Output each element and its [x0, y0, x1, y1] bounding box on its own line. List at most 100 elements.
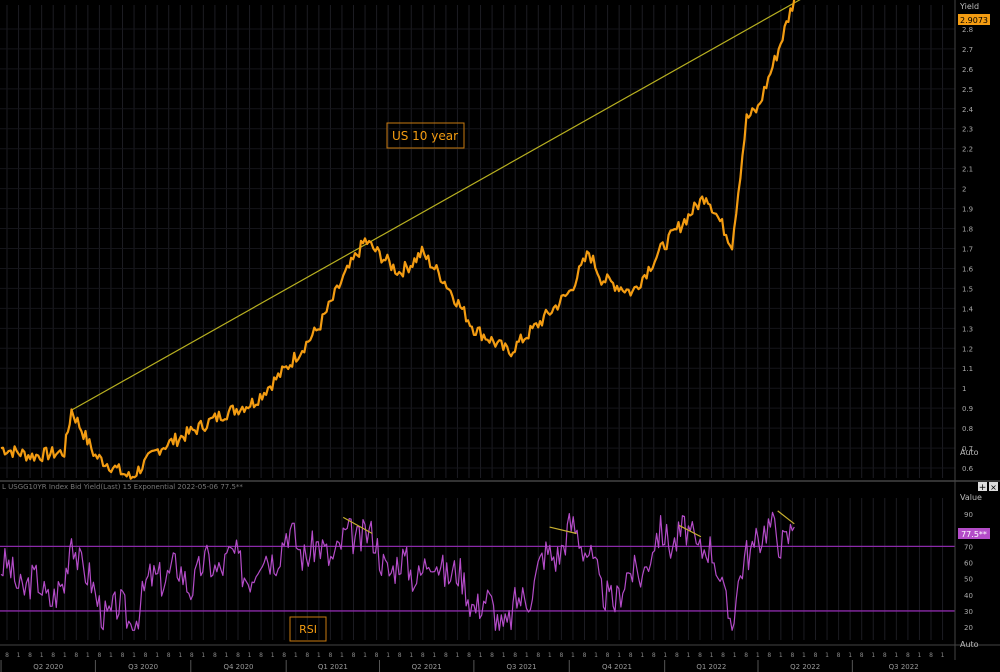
rsi-last-value: 77.5**	[961, 530, 987, 539]
x-day-tick: 8	[259, 652, 263, 659]
x-day-tick: 8	[213, 652, 217, 659]
x-day-tick: 8	[929, 652, 933, 659]
x-day-tick: 8	[5, 652, 9, 659]
price-last-value: 2.9073	[960, 16, 988, 25]
x-day-tick: 1	[756, 652, 760, 659]
x-day-tick: 8	[814, 652, 818, 659]
x-day-tick: 1	[502, 652, 506, 659]
price-y-tick: 1.1	[962, 365, 973, 373]
x-day-tick: 8	[490, 652, 494, 659]
x-day-tick: 1	[894, 652, 898, 659]
x-day-tick: 8	[606, 652, 610, 659]
x-day-tick: 1	[640, 652, 644, 659]
rsi-annotation-box: RSI	[289, 616, 327, 642]
price-y-tick: 2.7	[962, 46, 973, 54]
rsi-end-label: Auto	[960, 640, 979, 649]
rsi-divergence-mark	[678, 524, 702, 538]
x-day-tick: 1	[548, 652, 552, 659]
x-day-tick: 8	[74, 652, 78, 659]
x-day-tick: 1	[63, 652, 67, 659]
x-day-tick: 1	[663, 652, 667, 659]
x-day-tick: 1	[86, 652, 90, 659]
x-quarter-label: Q2 2021	[412, 663, 442, 671]
x-day-tick: 8	[883, 652, 887, 659]
x-day-tick: 8	[652, 652, 656, 659]
x-quarter-label: Q3 2020	[128, 663, 158, 671]
x-quarter-label: Q2 2022	[790, 663, 820, 671]
price-y-tick: 1.8	[962, 226, 973, 234]
x-quarter-label: Q3 2021	[507, 663, 537, 671]
price-y-tick: 2.5	[962, 86, 973, 94]
price-y-tick: 2	[962, 186, 966, 194]
x-day-tick: 1	[456, 652, 460, 659]
x-day-tick: 8	[305, 652, 309, 659]
panel-toolbar[interactable]: + ×	[978, 482, 998, 493]
price-y-tick: 1.7	[962, 245, 973, 253]
x-day-tick: 8	[51, 652, 55, 659]
x-day-tick: 1	[340, 652, 344, 659]
x-day-tick: 1	[201, 652, 205, 659]
x-day-tick: 8	[536, 652, 540, 659]
x-day-tick: 8	[352, 652, 356, 659]
rsi-divergence-mark	[342, 516, 373, 535]
x-day-tick: 8	[790, 652, 794, 659]
price-y-tick: 2.6	[962, 66, 974, 74]
price-series-line	[0, 0, 796, 480]
x-day-tick: 1	[17, 652, 21, 659]
x-day-tick: 1	[40, 652, 44, 659]
x-day-tick: 1	[871, 652, 875, 659]
price-panel	[0, 0, 801, 480]
x-day-tick: 8	[167, 652, 171, 659]
price-y-tick: 2.3	[962, 126, 973, 134]
price-annotation-text: US 10 year	[392, 129, 458, 143]
price-y-tick: 2.1	[962, 166, 973, 174]
x-day-tick: 1	[432, 652, 436, 659]
x-day-tick: 8	[744, 652, 748, 659]
x-day-tick: 1	[386, 652, 390, 659]
x-day-tick: 8	[583, 652, 587, 659]
x-day-tick: 8	[467, 652, 471, 659]
x-day-tick: 1	[594, 652, 598, 659]
x-quarter-label: Q4 2021	[602, 663, 632, 671]
plus-icon: +	[979, 483, 987, 493]
x-quarter-label: Q4 2020	[223, 663, 253, 671]
zoom-in-button[interactable]	[978, 482, 987, 491]
x-day-tick: 8	[375, 652, 379, 659]
x-day-tick: 1	[363, 652, 367, 659]
x-day-tick: 1	[941, 652, 945, 659]
x-day-tick: 1	[802, 652, 806, 659]
x-day-tick: 1	[779, 652, 783, 659]
x-quarter-label: Q3 2022	[889, 663, 919, 671]
rsi-legend: L USGG10YR Index Bid Yield(Last) 15 Expo…	[2, 483, 243, 491]
x-day-tick: 8	[721, 652, 725, 659]
x-day-tick: 8	[629, 652, 633, 659]
x-day-tick: 8	[860, 652, 864, 659]
x-day-tick: 1	[109, 652, 113, 659]
x-day-tick: 8	[837, 652, 841, 659]
x-quarter-label: Q1 2021	[318, 663, 348, 671]
price-y-tick: 1.2	[962, 345, 973, 353]
x-quarter-label: Q1 2022	[696, 663, 726, 671]
x-day-tick: 1	[733, 652, 737, 659]
x-day-tick: 8	[906, 652, 910, 659]
rsi-last-value-badge: 77.5**	[958, 528, 990, 539]
rsi-series-line	[0, 511, 795, 631]
x-day-tick: 8	[282, 652, 286, 659]
close-panel-button[interactable]	[989, 482, 998, 491]
x-day-tick: 1	[225, 652, 229, 659]
price-y-tick: 1	[962, 385, 966, 393]
x-day-tick: 1	[848, 652, 852, 659]
rsi-panel	[0, 510, 955, 631]
price-annotation-box: US 10 year	[386, 122, 465, 149]
x-day-tick: 1	[132, 652, 136, 659]
x-day-tick: 8	[144, 652, 148, 659]
x-day-tick: 1	[317, 652, 321, 659]
rsi-y-tick: 50	[964, 576, 973, 584]
rsi-y-tick: 90	[964, 511, 973, 519]
price-y-tick: 0.7	[962, 445, 973, 453]
x-day-tick: 1	[525, 652, 529, 659]
price-y-tick: 2.2	[962, 146, 973, 154]
x-day-tick: 1	[710, 652, 714, 659]
